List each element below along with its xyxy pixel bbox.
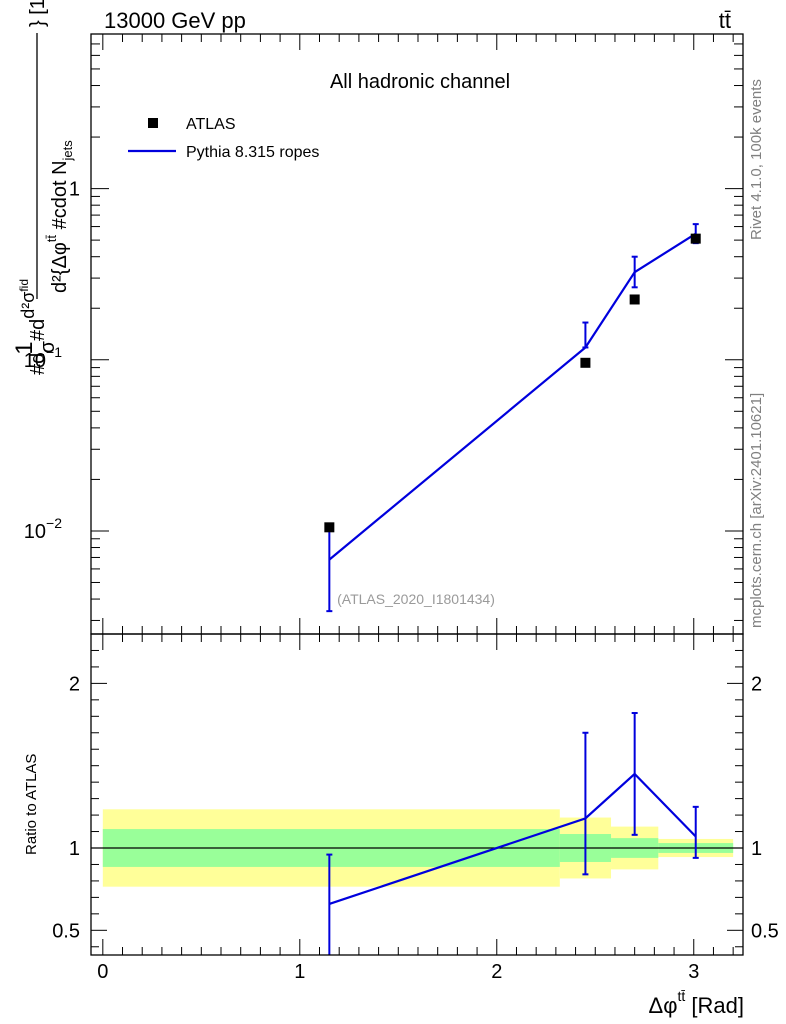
ratio-y-tick-label: 2	[69, 673, 80, 695]
energy-label: 13000 GeV pp	[104, 8, 246, 33]
x-axis-title: Δφtt̄ [Rad]	[649, 988, 744, 1018]
ratio-y-tick-label: 0.5	[52, 920, 80, 942]
x-tick-label: 2	[491, 961, 502, 983]
legend-data-label: ATLAS	[186, 116, 236, 133]
x-tick-label: 0	[97, 961, 108, 983]
main-panel: All hadronic channel (ATLAS_2020_I180143…	[11, 0, 744, 635]
ratio-y-tick-label-right: 0.5	[751, 920, 779, 942]
legend-mc-label: Pythia 8.315 ropes	[186, 144, 319, 161]
rivet-label: Rivet 4.1.0, 100k events	[748, 79, 765, 240]
y-axis-denominator: d²{Δφtt̄ #cdot Njets	[44, 140, 75, 293]
analysis-label: (ATLAS_2020_I1801434)	[337, 591, 495, 607]
y-tick-label: 1	[69, 179, 80, 201]
ratio-y-label: Ratio to ATLAS	[23, 754, 40, 855]
ratio-y-tick-label-right: 2	[751, 673, 762, 695]
y-axis-unit: } [1/Rad]	[27, 0, 49, 27]
ratio-series-group	[326, 712, 699, 955]
y-axis-title-text: #d1σ#dd²σfid	[11, 279, 59, 375]
mc-series-line	[328, 232, 697, 561]
process-label: tt̄	[719, 8, 731, 33]
x-tick-label: 1	[294, 961, 305, 983]
y-tick-label: 10−2	[24, 515, 62, 543]
mcplots-label: mcplots.cern.ch [arXiv:2401.10621]	[748, 393, 765, 628]
legend-data-marker	[148, 118, 158, 128]
y-axis-title: #d1σ#dd²σfid d²{Δφtt̄ #cdot Njets } [1/R…	[11, 0, 75, 375]
ratio-y-tick-label: 1	[69, 838, 80, 860]
x-tick-label: 3	[688, 961, 699, 983]
main-title: All hadronic channel	[330, 71, 510, 93]
ratio-frame	[90, 633, 744, 956]
ratio-y-tick-label-right: 1	[751, 838, 762, 860]
legend: ATLAS Pythia 8.315 ropes	[128, 116, 319, 161]
data-point	[690, 233, 701, 244]
data-point	[580, 357, 591, 368]
data-point	[629, 294, 640, 305]
y-tick-label: 10−1	[24, 344, 62, 372]
ratio-mc-line	[328, 772, 697, 906]
data-point	[324, 522, 335, 533]
ratio-panel: Ratio to ATLAS Δφtt̄ [Rad] 0.5 0.5 1 1 2 2 0 1 2…	[23, 633, 779, 1018]
